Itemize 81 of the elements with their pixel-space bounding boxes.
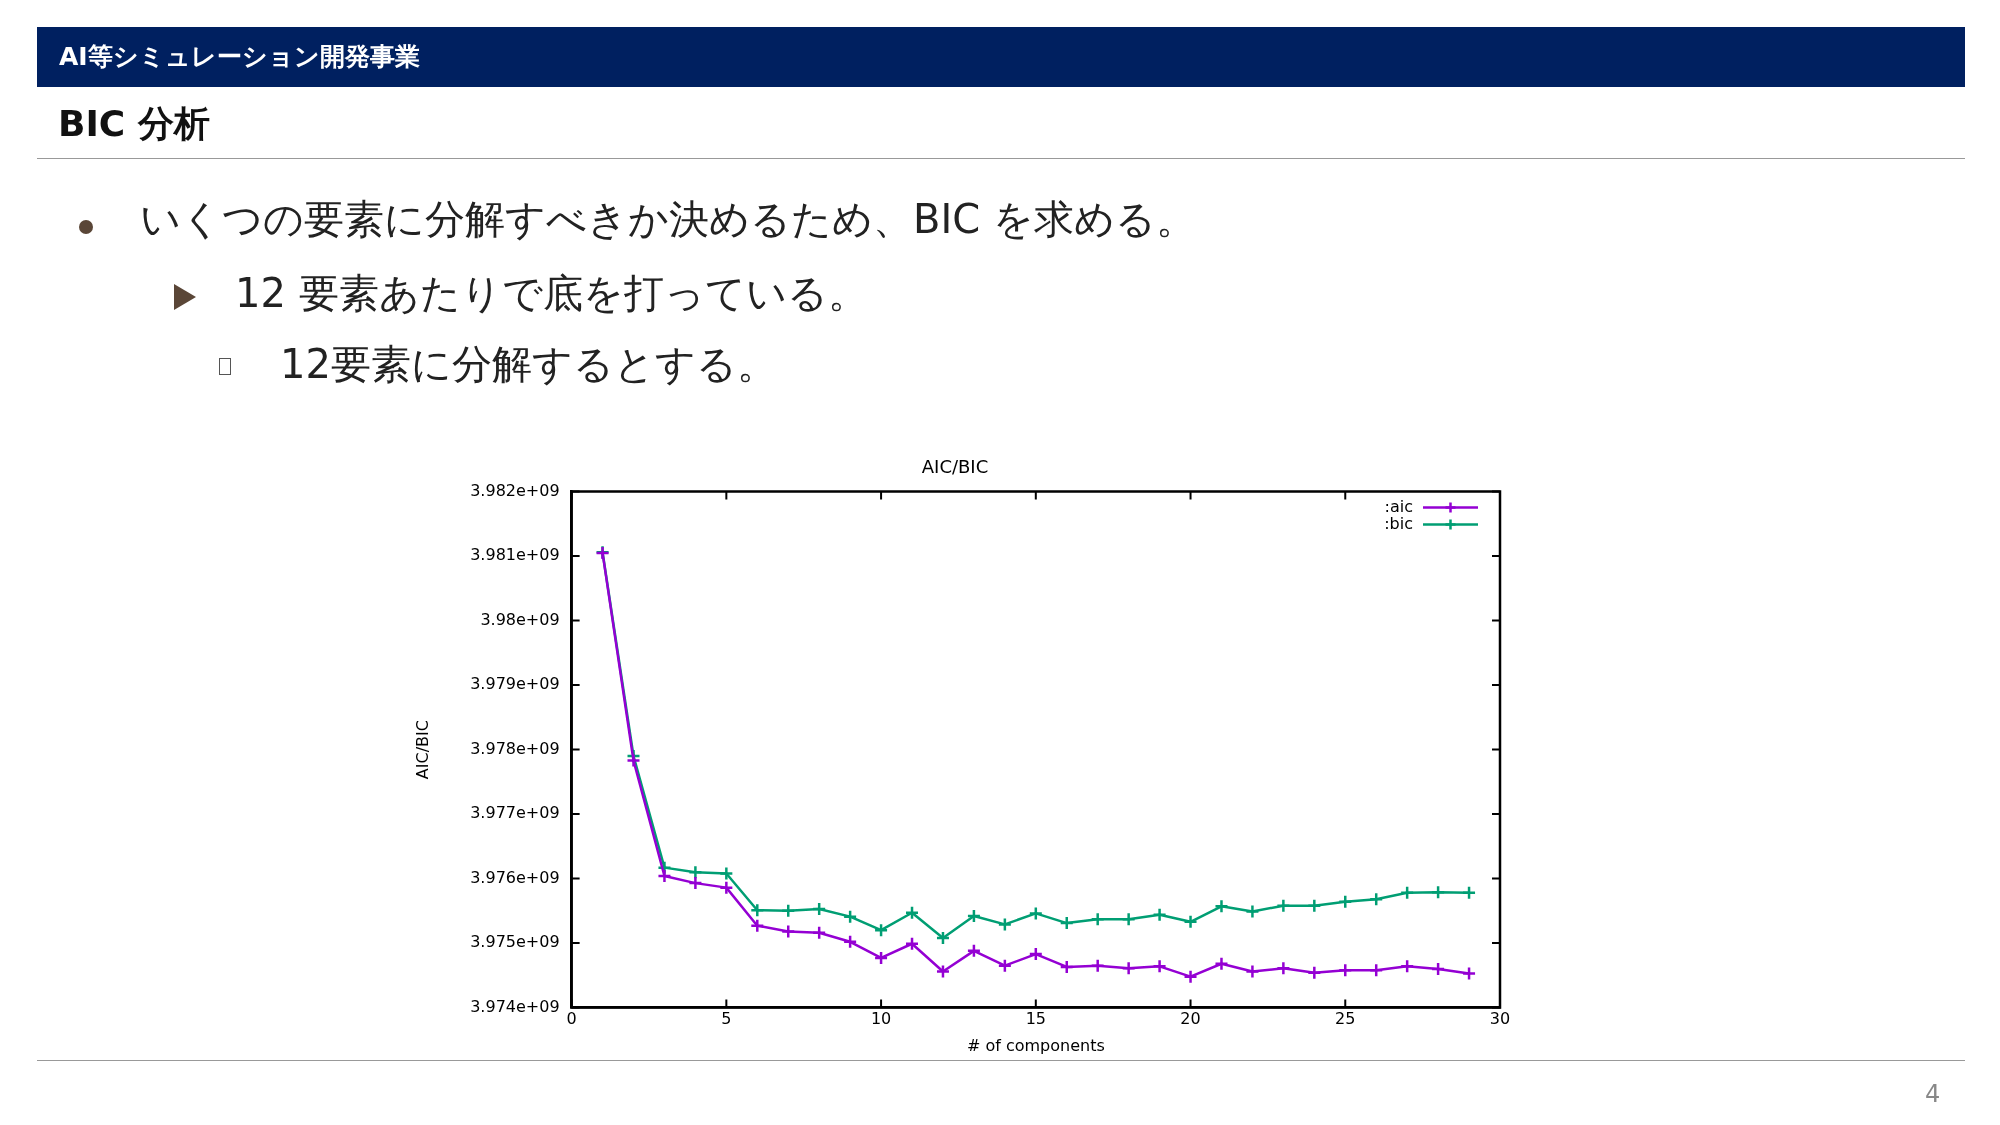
legend-label: :bic [1384,513,1413,533]
y-tick-label: 3.978e+09 [470,738,560,758]
text: AI等シミュレーション開発事業 [37,27,1965,87]
y-tick-label: 3.979e+09 [470,674,560,694]
x-tick-label: 0 [566,1009,577,1029]
point [657,868,672,884]
legend-label: :aic [1384,496,1413,516]
x-tick-label: 10 [870,1009,892,1029]
point [1059,915,1074,931]
x-tick-label: 15 [1025,1009,1046,1029]
text: 12要素に分解するとする。 [280,340,777,389]
point [626,753,641,768]
point [935,930,951,946]
y-tick-label: 3.974e+09 [470,996,560,1016]
point [1152,959,1167,974]
point [966,943,982,959]
point [1368,962,1384,978]
chart-title: AIC/BIC [921,456,989,478]
point [1090,958,1105,973]
x-tick-label: 30 [1489,1009,1511,1029]
x-tick-label: 25 [1335,1009,1356,1029]
y-tick-label: 3.982e+09 [470,480,560,500]
point [1307,965,1322,981]
point [1430,884,1446,900]
x-tick-label: 20 [1180,1009,1201,1029]
text: いくつの要素に分解すべきか決めるため、BIC を求める。 [140,195,1196,244]
point [750,902,765,918]
point [966,908,982,924]
point [750,918,765,933]
point [1461,966,1477,981]
point [1338,962,1353,978]
point [1214,899,1229,914]
x-axis-title: # of components [966,1035,1105,1055]
y-tick-label: 3.975e+09 [470,932,560,952]
text: 12 要素あたりで底を打っている。 [235,269,868,318]
point [1276,898,1291,913]
point [719,880,734,895]
y-tick-label: 3.981e+09 [470,545,560,565]
point [904,936,920,951]
point [688,864,703,880]
y-tick-label: 3.977e+09 [470,803,560,823]
point [997,917,1013,932]
point [1307,898,1322,913]
point [1059,959,1074,975]
point [997,958,1013,973]
point [1121,961,1136,976]
point [1028,906,1044,921]
point [688,875,703,891]
point [1152,907,1167,922]
point [1276,961,1291,976]
y-tick-label: 3.976e+09 [470,867,560,887]
point [1399,959,1415,974]
y-tick-label: 3.98e+09 [480,609,560,629]
text: 4 [1925,1080,1941,1108]
point [719,866,734,881]
point [811,901,827,917]
point [780,924,796,939]
point [1090,911,1105,927]
x-tick-label: 5 [721,1009,732,1029]
point [1245,964,1260,979]
point [1183,969,1198,984]
point [873,950,889,966]
point [811,925,827,941]
point [1245,904,1260,919]
point [1430,961,1446,977]
point [1399,885,1415,901]
point [935,964,951,979]
point [1028,946,1044,962]
point [1183,914,1198,930]
text: BIC 分析 [58,102,210,146]
y-axis-title: AIC/BIC [412,720,432,780]
point [873,922,889,938]
point [842,909,858,924]
point [842,934,858,950]
point [1214,956,1229,971]
point [780,903,796,919]
point [1121,911,1136,927]
point [1338,894,1353,910]
point [1368,891,1384,907]
point [1461,885,1477,901]
point [904,905,920,921]
